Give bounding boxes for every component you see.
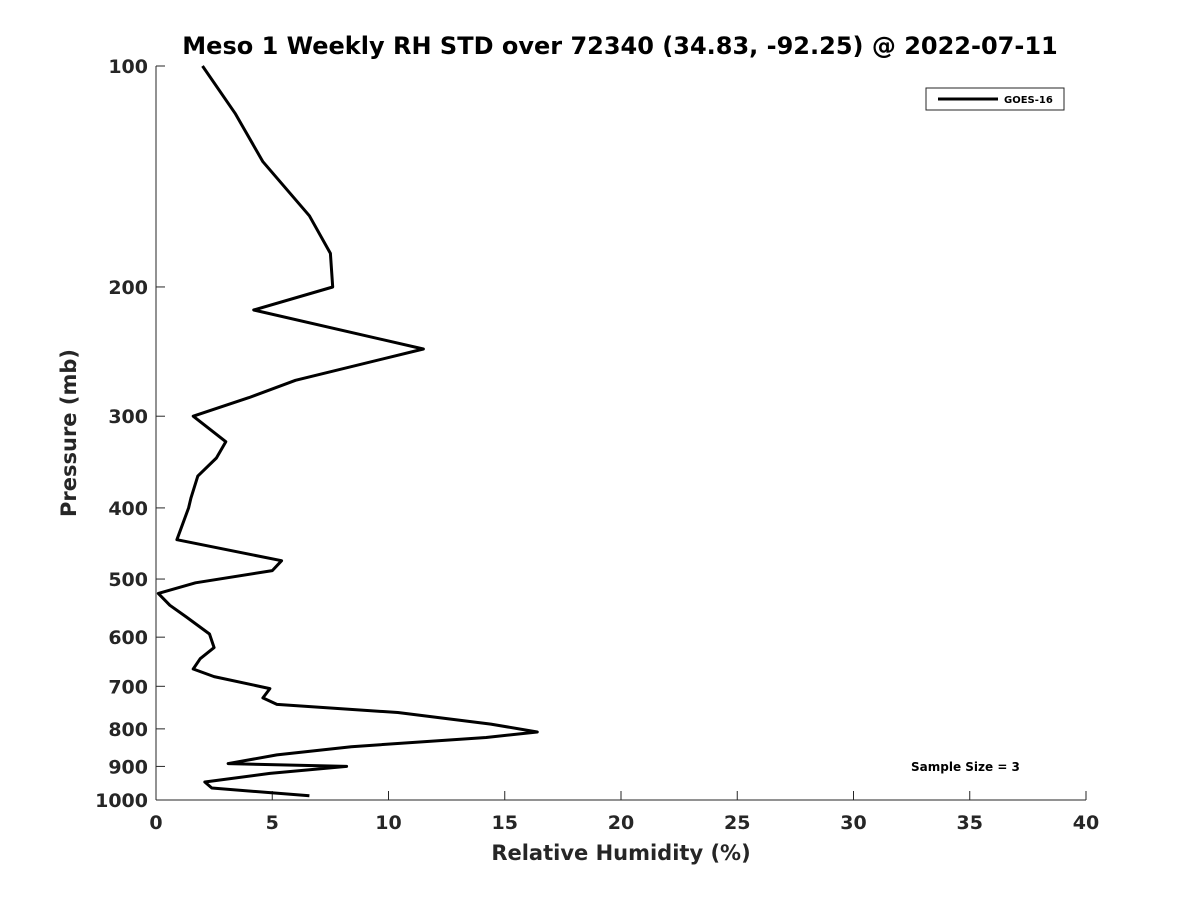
series-line-goes16 xyxy=(156,65,539,798)
y-axis-label: Pressure (mb) xyxy=(57,349,81,517)
y-tick-label: 100 xyxy=(108,56,148,78)
x-tick-label: 30 xyxy=(840,812,866,834)
y-tick-label: 500 xyxy=(108,569,148,591)
x-tick-label: 20 xyxy=(608,812,634,834)
x-tick-label: 40 xyxy=(1073,812,1099,834)
y-tick-label: 400 xyxy=(108,498,148,520)
x-tick-label: 25 xyxy=(724,812,750,834)
x-tick-label: 35 xyxy=(957,812,983,834)
series-points xyxy=(158,66,537,796)
x-axis-label: Relative Humidity (%) xyxy=(491,841,750,865)
chart-title: Meso 1 Weekly RH STD over 72340 (34.83, … xyxy=(182,32,1057,60)
legend-label-goes16: GOES-16 xyxy=(1004,95,1053,106)
y-tick-label: 600 xyxy=(108,627,148,649)
plot-axes xyxy=(155,66,1086,801)
y-ticks: 100 200 300 400 500 600 700 800 900 1000 xyxy=(95,56,165,812)
y-tick-label: 700 xyxy=(108,676,148,698)
y-tick-label: 1000 xyxy=(95,790,148,812)
y-tick-label: 300 xyxy=(108,406,148,428)
x-tick-label: 0 xyxy=(149,812,162,834)
legend: GOES-16 xyxy=(925,87,1065,111)
y-tick-label: 800 xyxy=(108,719,148,741)
x-ticks: 0 5 10 15 20 25 30 35 40 xyxy=(149,791,1099,834)
y-tick-label: 900 xyxy=(108,756,148,778)
x-tick-label: 10 xyxy=(375,812,401,834)
sample-size-annotation: Sample Size = 3 xyxy=(911,760,1020,774)
y-tick-label: 200 xyxy=(108,277,148,299)
x-tick-label: 5 xyxy=(266,812,279,834)
x-tick-label: 15 xyxy=(492,812,518,834)
